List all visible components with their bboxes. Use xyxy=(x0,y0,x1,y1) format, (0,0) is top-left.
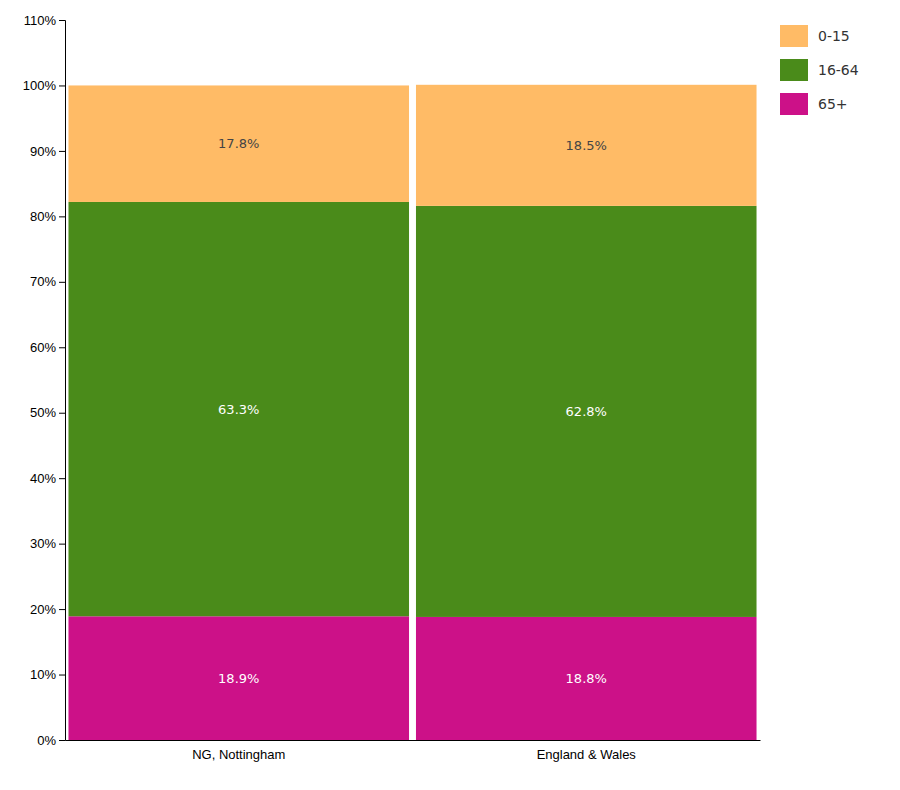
data-label: 18.9% xyxy=(218,671,259,686)
y-tick: 50% xyxy=(30,405,65,420)
y-tick: 70% xyxy=(30,274,65,289)
bar xyxy=(68,616,409,740)
legend-label: 0-15 xyxy=(818,28,850,44)
y-tick-mark xyxy=(59,85,65,86)
bar xyxy=(68,202,409,616)
legend-item: 0-15 xyxy=(780,25,850,47)
y-tick-mark xyxy=(59,675,65,676)
data-label: 62.8% xyxy=(566,404,607,419)
legend-swatch xyxy=(780,93,808,115)
y-tick: 10% xyxy=(30,667,65,682)
y-tick-label: 50% xyxy=(30,405,56,420)
legend-item: 16-64 xyxy=(780,59,859,81)
x-axis-line xyxy=(66,740,761,741)
y-tick-label: 40% xyxy=(30,471,56,486)
data-label: 63.3% xyxy=(218,402,259,417)
y-tick: 90% xyxy=(30,144,65,159)
y-tick: 40% xyxy=(30,471,65,486)
y-tick-mark xyxy=(59,544,65,545)
y-tick: 20% xyxy=(30,602,65,617)
data-label: 18.8% xyxy=(566,671,607,686)
y-tick: 80% xyxy=(30,209,65,224)
legend: 0-15 16-64 65+ xyxy=(780,25,859,115)
legend-swatch xyxy=(780,25,808,47)
y-tick-label: 80% xyxy=(30,209,56,224)
x-tick-label: England & Wales xyxy=(537,747,637,762)
y-tick-mark xyxy=(59,740,65,741)
y-tick-mark xyxy=(59,478,65,479)
series xyxy=(68,85,756,206)
y-tick-mark xyxy=(59,20,65,21)
y-tick: 60% xyxy=(30,340,65,355)
data-labels: 18.9% 18.8% 63.3% 62.8% 17.8% 18.5% xyxy=(218,136,607,686)
x-tick-label: NG, Nottingham xyxy=(192,747,285,762)
y-tick-label: 0% xyxy=(37,733,56,748)
y-tick: 110% xyxy=(24,13,65,28)
y-tick-label: 60% xyxy=(30,340,56,355)
data-label: 18.5% xyxy=(566,138,607,153)
bar xyxy=(416,617,757,740)
y-tick-label: 10% xyxy=(30,667,56,682)
y-tick: 30% xyxy=(30,536,65,551)
y-tick-label: 110% xyxy=(24,13,57,28)
x-tick: England & Wales xyxy=(537,747,637,762)
y-tick: 0% xyxy=(37,733,65,748)
y-tick-mark xyxy=(59,151,65,152)
y-axis: 0% 10% 20% 30% 40% 50% 60% 70% 80% 90% 100% 110% xyxy=(23,13,66,748)
y-tick-label: 70% xyxy=(30,274,56,289)
y-tick-label: 30% xyxy=(30,536,56,551)
x-tick: NG, Nottingham xyxy=(192,747,285,762)
y-tick-mark xyxy=(59,282,65,283)
bar xyxy=(416,206,757,617)
y-tick: 100% xyxy=(23,78,65,93)
y-tick-label: 90% xyxy=(30,144,56,159)
y-axis-line xyxy=(59,21,66,741)
y-tick-mark xyxy=(59,216,65,217)
y-tick-label: 20% xyxy=(30,602,56,617)
legend-item: 65+ xyxy=(780,93,848,115)
y-tick-mark xyxy=(59,347,65,348)
y-tick-mark xyxy=(59,609,65,610)
y-tick-label: 100% xyxy=(23,78,57,93)
bar xyxy=(416,85,757,206)
x-axis: NG, Nottingham England & Wales xyxy=(66,741,761,763)
legend-label: 16-64 xyxy=(818,62,859,78)
series xyxy=(68,616,756,740)
bar xyxy=(68,85,409,202)
y-tick-mark xyxy=(59,413,65,414)
series xyxy=(68,202,756,617)
legend-label: 65+ xyxy=(818,96,848,112)
legend-swatch xyxy=(780,59,808,81)
chart: 18.9% 18.8% 63.3% 62.8% 17.8% 18.5% 0% 10% 20% 30… xyxy=(0,0,900,790)
bars xyxy=(68,85,756,740)
plot: 18.9% 18.8% 63.3% 62.8% 17.8% 18.5% 0% 10% 20% 30… xyxy=(23,13,761,763)
data-label: 17.8% xyxy=(218,136,259,151)
